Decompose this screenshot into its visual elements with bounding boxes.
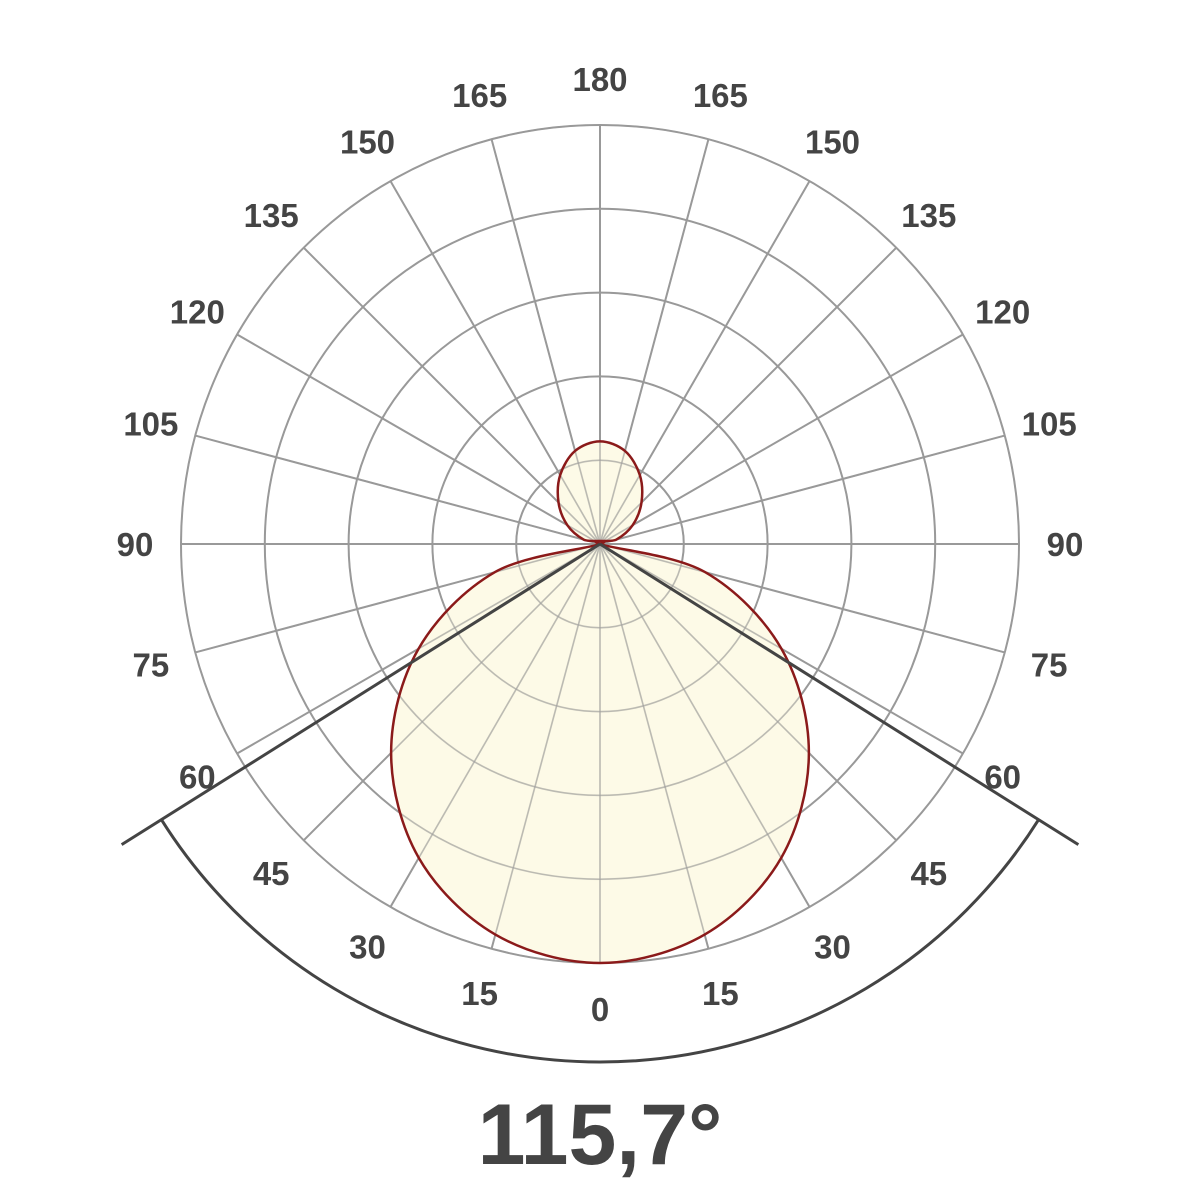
angle-tick-label: 45: [910, 855, 947, 892]
beam-edge-line: [120, 542, 601, 846]
grid-spoke-overlay: [599, 434, 1005, 545]
angle-tick-label: 165: [452, 77, 507, 114]
angle-tick-labels: 0 15 15 30 30 45 45 60 60 75 75 90 90 105 105 120 120 135…: [117, 61, 1084, 1028]
angle-tick-label: 150: [805, 123, 860, 160]
angle-tick-label: 135: [901, 197, 956, 234]
grid-ring-overlay: [347, 291, 853, 797]
beam-edge-line: [599, 542, 1080, 846]
grid-spoke-overlay: [195, 434, 601, 545]
intensity-curve: [389, 440, 811, 965]
angle-tick-label: 105: [123, 406, 178, 443]
grid-spoke-overlay: [599, 543, 897, 841]
grid-spoke-overlay: [599, 180, 811, 545]
angle-tick-label: 75: [132, 646, 169, 683]
angle-tick-label: 120: [170, 294, 225, 331]
grid-ring-overlay: [264, 208, 936, 880]
grid-ring-overlay: [515, 459, 685, 629]
angle-tick-label: 30: [814, 929, 851, 966]
angle-tick-label: 0: [591, 991, 609, 1028]
grid-spoke-overlay: [236, 333, 601, 545]
grid-spoke-overlay: [389, 543, 601, 908]
grid-spoke-overlay: [303, 543, 601, 841]
angle-tick-label: 60: [179, 759, 216, 796]
grid-spoke-overlay: [599, 543, 1005, 654]
beam-angle-marker: [120, 542, 1080, 1064]
angle-tick-label: 90: [1047, 526, 1084, 563]
grid-spoke-overlay: [490, 139, 601, 545]
angle-tick-label: 45: [253, 855, 290, 892]
grid-spoke-overlay: [599, 543, 710, 949]
beam-angle-label: 115,7°: [477, 1087, 723, 1183]
angle-tick-label: 75: [1031, 646, 1068, 683]
grid-spoke-overlay: [599, 247, 897, 545]
grid-spoke-overlay: [599, 139, 710, 545]
grid-spoke-overlay: [389, 180, 601, 545]
grid-spoke-overlay: [599, 333, 964, 545]
angle-tick-label: 135: [244, 197, 299, 234]
grid-spoke-overlay: [599, 543, 811, 908]
angle-tick-label: 60: [984, 759, 1021, 796]
angle-tick-label: 15: [702, 975, 739, 1012]
angle-tick-label: 15: [461, 975, 498, 1012]
grid-spoke-overlay: [195, 543, 601, 654]
angle-tick-label: 105: [1022, 406, 1077, 443]
angle-tick-label: 30: [349, 929, 386, 966]
grid-spoke-overlay: [490, 543, 601, 949]
angle-tick-label: 120: [975, 294, 1030, 331]
angle-tick-label: 165: [693, 77, 748, 114]
angle-tick-label: 180: [572, 61, 627, 98]
angle-tick-label: 150: [340, 123, 395, 160]
angle-tick-label: 90: [117, 526, 154, 563]
grid-spoke-overlay: [303, 247, 601, 545]
beam-angle-arc: [160, 818, 1040, 1064]
intensity-curve-group: [180, 124, 1020, 965]
grid-ring-overlay: [431, 375, 769, 713]
